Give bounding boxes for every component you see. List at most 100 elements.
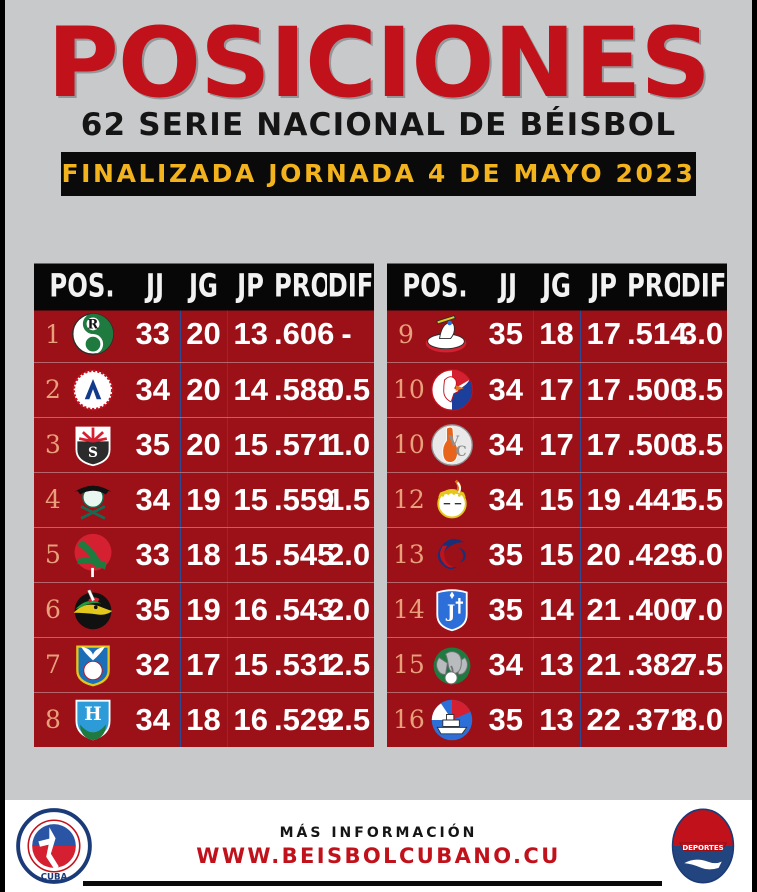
standings-tables: POS. JJ JG JP PRO DIF 1 R 33 20 13.606-2 34 20… <box>5 263 752 749</box>
teamvivela-deportes-logo: DEPORTES <box>664 807 742 885</box>
cell-games-played: 34 <box>483 417 533 473</box>
cell-games-behind: - <box>327 307 374 363</box>
cell-games-won: 18 <box>532 307 580 363</box>
cell-games-behind: 3.5 <box>680 362 727 418</box>
cell-games-lost: 15 <box>226 472 274 528</box>
position-number: 15 <box>393 650 425 679</box>
cell-games-won: 18 <box>179 527 227 583</box>
table-row[interactable]: 6 35 19 16.543 2.0 <box>34 582 374 638</box>
cell-position: 2 <box>34 362 130 418</box>
footer-info: MÁS INFORMACIÓN WWW.BEISBOLCUBANO.CU <box>93 825 664 868</box>
position-number: 10 <box>393 430 425 459</box>
footer-divider <box>83 881 662 886</box>
table-row[interactable]: 10 34 17 17.500 3.5 <box>387 362 727 418</box>
standings-table-right: POS. JJ JG JP PRO DIF 9 35 18 17.514 3.0 10 34… <box>385 263 727 749</box>
table-row[interactable]: 8 H 34 18 16.529 2.5 <box>34 692 374 747</box>
position-number: 7 <box>45 650 61 679</box>
table-row[interactable]: 9 35 18 17.514 3.0 <box>387 307 727 363</box>
column-header-jg: JG <box>533 263 580 311</box>
cell-games-played: 34 <box>483 472 533 528</box>
cell-average: .371 <box>627 692 687 747</box>
table-row[interactable]: 4 34 19 15.559 1.5 <box>34 472 374 528</box>
holguin-logo: H <box>70 697 116 743</box>
artemisa-logo <box>429 642 475 688</box>
cell-position: 5 <box>34 527 130 583</box>
table-header-row: POS. JJ JG JP PRO DIF <box>387 263 727 311</box>
position-number: 12 <box>393 485 425 514</box>
cell-average: .531 <box>274 637 334 693</box>
cell-games-lost: 17 <box>579 362 627 418</box>
table-row[interactable]: 5 33 18 15.545 2.0 <box>34 527 374 583</box>
svg-text:C: C <box>455 444 466 460</box>
cell-average: .514 <box>627 307 687 363</box>
cell-games-won: 15 <box>532 472 580 528</box>
cell-position: 7 <box>34 637 130 693</box>
granma-logo <box>70 642 116 688</box>
cell-average: .500 <box>627 417 687 473</box>
cell-games-lost: 16 <box>226 582 274 638</box>
cell-games-lost: 17 <box>579 417 627 473</box>
table-row[interactable]: 2 34 20 14.588 0.5 <box>34 362 374 418</box>
position-number: 6 <box>45 595 61 624</box>
cell-position: 6 <box>34 582 130 638</box>
table-row[interactable]: 14 J 35 14 21.400 7.0 <box>387 582 727 638</box>
cell-games-lost: 20 <box>579 527 627 583</box>
cell-games-lost: 15 <box>226 637 274 693</box>
cell-games-won: 17 <box>179 637 227 693</box>
position-number: 10 <box>393 375 425 404</box>
cell-games-played: 33 <box>130 527 180 583</box>
cell-average: .606 <box>274 307 334 363</box>
cell-average: .545 <box>274 527 334 583</box>
cell-average: .559 <box>274 472 334 528</box>
cell-games-won: 20 <box>179 417 227 473</box>
cell-games-behind: 1.5 <box>327 472 374 528</box>
table-row[interactable]: 16 35 13 22.371 8.0 <box>387 692 727 747</box>
table-row[interactable]: 13 35 15 20.429 6.0 <box>387 527 727 583</box>
cell-games-behind: 2.0 <box>327 527 374 583</box>
cell-games-lost: 14 <box>226 362 274 418</box>
cell-games-behind: 1.0 <box>327 417 374 473</box>
cell-games-lost: 15 <box>226 527 274 583</box>
cell-games-won: 18 <box>179 692 227 747</box>
industriales-logo <box>70 367 116 413</box>
cell-average: .500 <box>627 362 687 418</box>
column-header-pos: POS. <box>34 263 130 311</box>
svg-text:V: V <box>447 433 459 449</box>
column-header-pos: POS. <box>387 263 483 311</box>
isla-de-la-juventud-logo <box>70 477 116 523</box>
table-row[interactable]: 12 34 15 19.441 5.5 <box>387 472 727 528</box>
cell-games-played: 35 <box>130 417 180 473</box>
table-row[interactable]: 7 32 17 15.531 2.5 <box>34 637 374 693</box>
cell-games-behind: 5.5 <box>680 472 727 528</box>
website-url[interactable]: WWW.BEISBOLCUBANO.CU <box>196 843 561 868</box>
jornada-banner-text: FINALIZADA JORNADA 4 DE MAYO 2023 <box>61 159 696 189</box>
cell-games-played: 35 <box>130 582 180 638</box>
cell-position: 16 <box>387 692 483 747</box>
cell-average: .588 <box>274 362 334 418</box>
position-number: 1 <box>45 319 61 349</box>
cell-games-played: 34 <box>130 362 180 418</box>
column-header-pro: PRO <box>274 263 331 311</box>
position-number: 3 <box>45 430 61 459</box>
column-header-dif: DIF <box>327 263 374 311</box>
cell-games-played: 35 <box>483 527 533 583</box>
cell-average: .429 <box>627 527 687 583</box>
table-row[interactable]: 15 34 13 21.382 7.5 <box>387 637 727 693</box>
table-row[interactable]: 10 V C 34 17 17.500 3.5 <box>387 417 727 473</box>
position-number: 13 <box>393 540 425 569</box>
column-header-dif: DIF <box>680 263 727 311</box>
cell-games-won: 15 <box>532 527 580 583</box>
camaguey-logo <box>429 477 475 523</box>
cell-games-lost: 17 <box>579 307 627 363</box>
cell-games-lost: 15 <box>226 417 274 473</box>
cell-games-lost: 22 <box>579 692 627 747</box>
svg-text:S: S <box>88 444 98 460</box>
table-row[interactable]: 1 R 33 20 13.606- <box>34 307 374 363</box>
table-row[interactable]: 3 S 35 20 15.571 1.0 <box>34 417 374 473</box>
cell-games-behind: 2.5 <box>327 637 374 693</box>
mayabeque-logo: J <box>429 587 475 633</box>
cell-average: .382 <box>627 637 687 693</box>
